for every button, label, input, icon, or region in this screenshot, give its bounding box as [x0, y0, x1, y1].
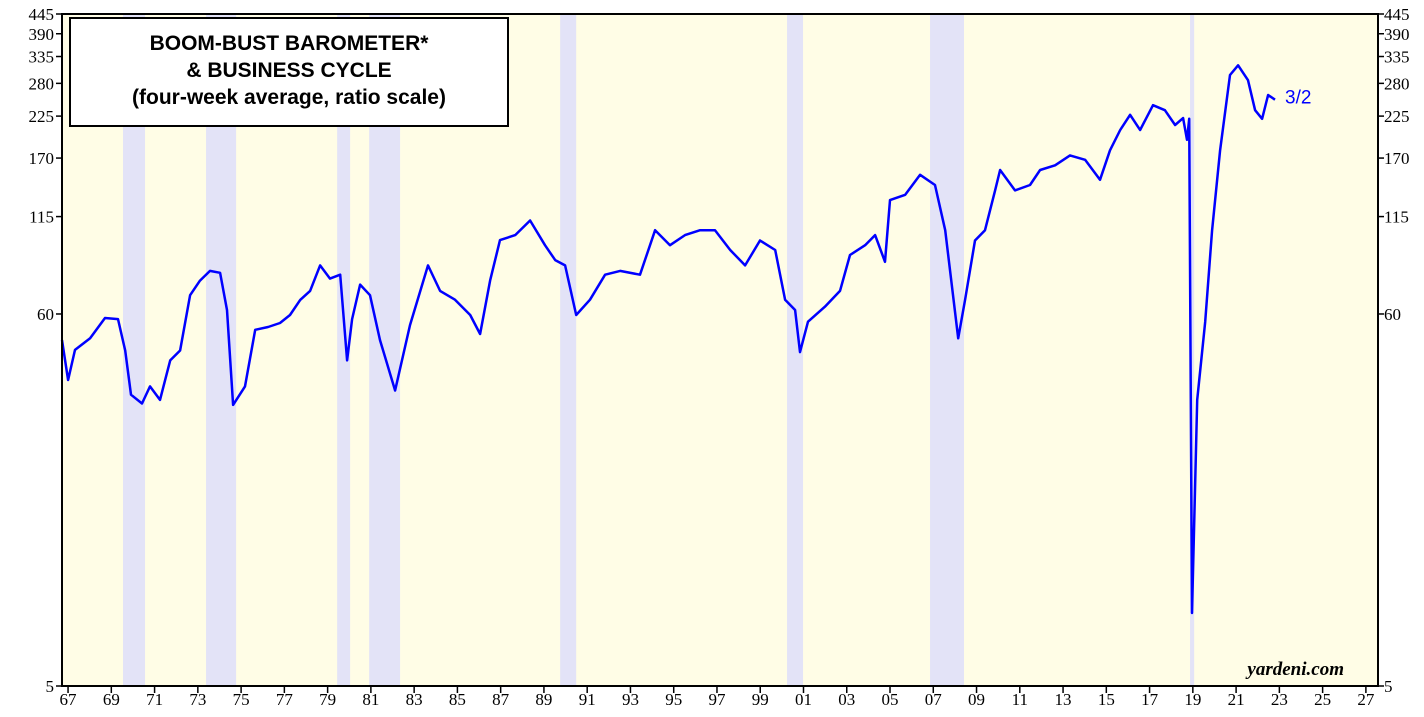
y-tick-label: 170	[29, 149, 55, 168]
x-tick-label: 27	[1357, 690, 1375, 709]
x-tick-label: 15	[1098, 690, 1115, 709]
recession-band	[337, 14, 351, 686]
y2-tick-label: 445	[1384, 5, 1410, 24]
x-tick-label: 95	[665, 690, 682, 709]
y2-tick-label: 225	[1384, 107, 1410, 126]
title-box	[69, 17, 509, 127]
y-tick-label: 280	[29, 74, 55, 93]
x-tick-label: 07	[925, 690, 943, 709]
x-tick-label: 97	[708, 690, 726, 709]
y-tick-label: 390	[29, 25, 55, 44]
x-tick-label: 17	[1141, 690, 1159, 709]
y-tick-label: 5	[46, 677, 55, 696]
y2-tick-label: 170	[1384, 149, 1410, 168]
y2-tick-label: 115	[1384, 208, 1409, 227]
title-line: (four-week average, ratio scale)	[132, 86, 446, 109]
plot-frame	[61, 13, 1379, 687]
recession-band	[1190, 14, 1195, 686]
x-tick-label: 75	[233, 690, 250, 709]
y2-tick-label: 5	[1384, 677, 1393, 696]
y2-tick-label: 60	[1384, 305, 1401, 324]
x-tick-label: 93	[622, 690, 639, 709]
x-tick-label: 99	[752, 690, 769, 709]
x-tick-label: 11	[1012, 690, 1028, 709]
y-tick-label: 60	[37, 305, 54, 324]
y-tick-label: 225	[29, 107, 55, 126]
x-tick-label: 25	[1314, 690, 1331, 709]
recession-bands	[122, 14, 1195, 686]
x-tick-label: 19	[1184, 690, 1201, 709]
series-line	[60, 64, 1276, 615]
x-tick-label: 21	[1228, 690, 1245, 709]
x-tick-label: 13	[1055, 690, 1072, 709]
recession-band	[560, 14, 577, 686]
recession-band	[122, 14, 146, 686]
y-tick-label: 335	[29, 48, 55, 67]
x-tick-label: 87	[492, 690, 510, 709]
y-tick-label: 115	[29, 208, 54, 227]
y2-tick-label: 390	[1384, 25, 1410, 44]
x-tick-label: 67	[60, 690, 78, 709]
x-tick-label: 73	[189, 690, 206, 709]
recession-band	[930, 14, 964, 686]
x-tick-label: 77	[276, 690, 294, 709]
y2-tick-label: 280	[1384, 74, 1410, 93]
last-label: 3/2	[1285, 88, 1311, 109]
title-line: BOOM-BUST BAROMETER*	[150, 32, 430, 55]
x-tick-label: 71	[146, 690, 163, 709]
x-tick-label: 91	[579, 690, 596, 709]
x-tick-label: 03	[838, 690, 855, 709]
x-tick-label: 79	[319, 690, 336, 709]
x-tick-label: 81	[362, 690, 379, 709]
title-line: & BUSINESS CYCLE	[186, 59, 391, 82]
y-tick-label: 445	[29, 5, 55, 24]
recession-band	[787, 14, 804, 686]
source: yardeni.com	[1245, 659, 1344, 680]
y2-tick-label: 335	[1384, 48, 1410, 67]
x-tick-label: 01	[795, 690, 812, 709]
x-tick-label: 85	[449, 690, 466, 709]
x-tick-label: 89	[535, 690, 552, 709]
x-tick-label: 05	[882, 690, 899, 709]
x-tick-label: 23	[1271, 690, 1288, 709]
x-tick-label: 83	[406, 690, 423, 709]
x-tick-label: 69	[103, 690, 120, 709]
x-tick-label: 09	[968, 690, 985, 709]
data-layer	[60, 64, 1276, 615]
